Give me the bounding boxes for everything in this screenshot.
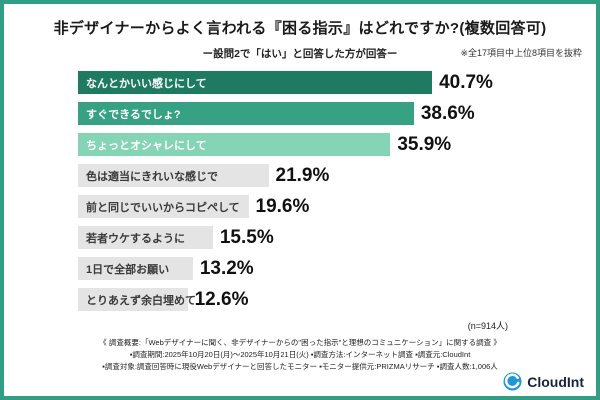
bar: 色は適当にきれいな感じで <box>78 164 269 187</box>
bar-value-label: 19.6% <box>255 195 310 217</box>
bar: とりあえず余白埋めて <box>78 288 196 311</box>
bar: すぐできるでしょ? <box>78 102 414 125</box>
excerpt-note: ※全17項目中上位8項目を抜粋 <box>460 48 582 58</box>
footer-line: ▪調査対象:調査回答時に現役Webデザイナーと回答したモニター ▪モニター提供元… <box>102 362 498 371</box>
survey-overview-footer: 《 調査概要:「Webデザイナーに聞く、非デザイナーからの"困った指示"と理想の… <box>4 337 596 373</box>
bar-value-label: 12.6% <box>194 288 249 310</box>
bar-category-label: 色は適当にきれいな感じで <box>86 170 218 183</box>
bar-value-label: 35.9% <box>397 133 452 155</box>
footer-line: 《 調査概要:「Webデザイナーに聞く、非デザイナーからの"困った指示"と理想の… <box>99 338 501 347</box>
bar-value-label: 40.7% <box>439 71 493 93</box>
bar: 1日で全部お願い <box>78 257 193 280</box>
bar-category-label: すぐできるでしょ? <box>86 108 181 121</box>
bar-row: ちょっとオシャレにして 35.9% <box>78 133 596 156</box>
bar-row: 若者ウケするように 15.5% <box>78 226 596 249</box>
bar-value-label: 21.9% <box>275 164 330 186</box>
bar-category-label: なんとかいい感じにして <box>86 77 207 90</box>
bar-value-label: 13.2% <box>199 257 254 279</box>
bar: 若者ウケするように <box>78 226 213 249</box>
footer-line: ▪調査期間:2025年10月20日(月)〜2025年10月21日(火) ▪調査方… <box>129 350 471 359</box>
chart-subtitle: ー設問2で「はい」と回答した方が回答ー <box>202 48 398 60</box>
sample-size-note: (n=914人) <box>467 321 508 331</box>
bar-value-label: 15.5% <box>219 226 274 248</box>
bar-row: すぐできるでしょ? 38.6% <box>78 102 596 125</box>
cloudint-logo: CloudInt <box>497 372 584 391</box>
bar-category-label: 若者ウケするように <box>86 232 185 245</box>
cloudint-logo-icon <box>503 372 522 391</box>
bar-row: とりあえず余白埋めて 12.6% <box>78 288 596 311</box>
bar: なんとかいい感じにして <box>78 71 433 94</box>
bar-row: 色は適当にきれいな感じで 21.9% <box>78 164 596 187</box>
bar-value-label: 38.6% <box>420 102 475 124</box>
page-title: 非デザイナーからよく言われる『困る指示』はどれですか?(複数回答可) <box>53 20 547 37</box>
bar-row: 前と同じでいいからコピペして 19.6% <box>78 195 596 218</box>
bar-row: 1日で全部お願い 13.2% <box>78 257 596 280</box>
cloudint-logo-text: CloudInt <box>527 373 584 390</box>
bar: ちょっとオシャレにして <box>78 133 391 156</box>
bar-category-label: 1日で全部お願い <box>86 263 170 276</box>
bar-category-label: 前と同じでいいからコピペして <box>86 201 240 214</box>
bar: 前と同じでいいからコピペして <box>78 195 249 218</box>
bar-category-label: ちょっとオシャレにして <box>86 139 207 152</box>
bar-chart: なんとかいい感じにして 40.7% すぐできるでしょ? 38.6% ちょっとオシャレにし… <box>78 71 596 311</box>
bar-category-label: とりあえず余白埋めて <box>86 294 196 307</box>
bar-row: なんとかいい感じにして 40.7% <box>78 71 596 94</box>
